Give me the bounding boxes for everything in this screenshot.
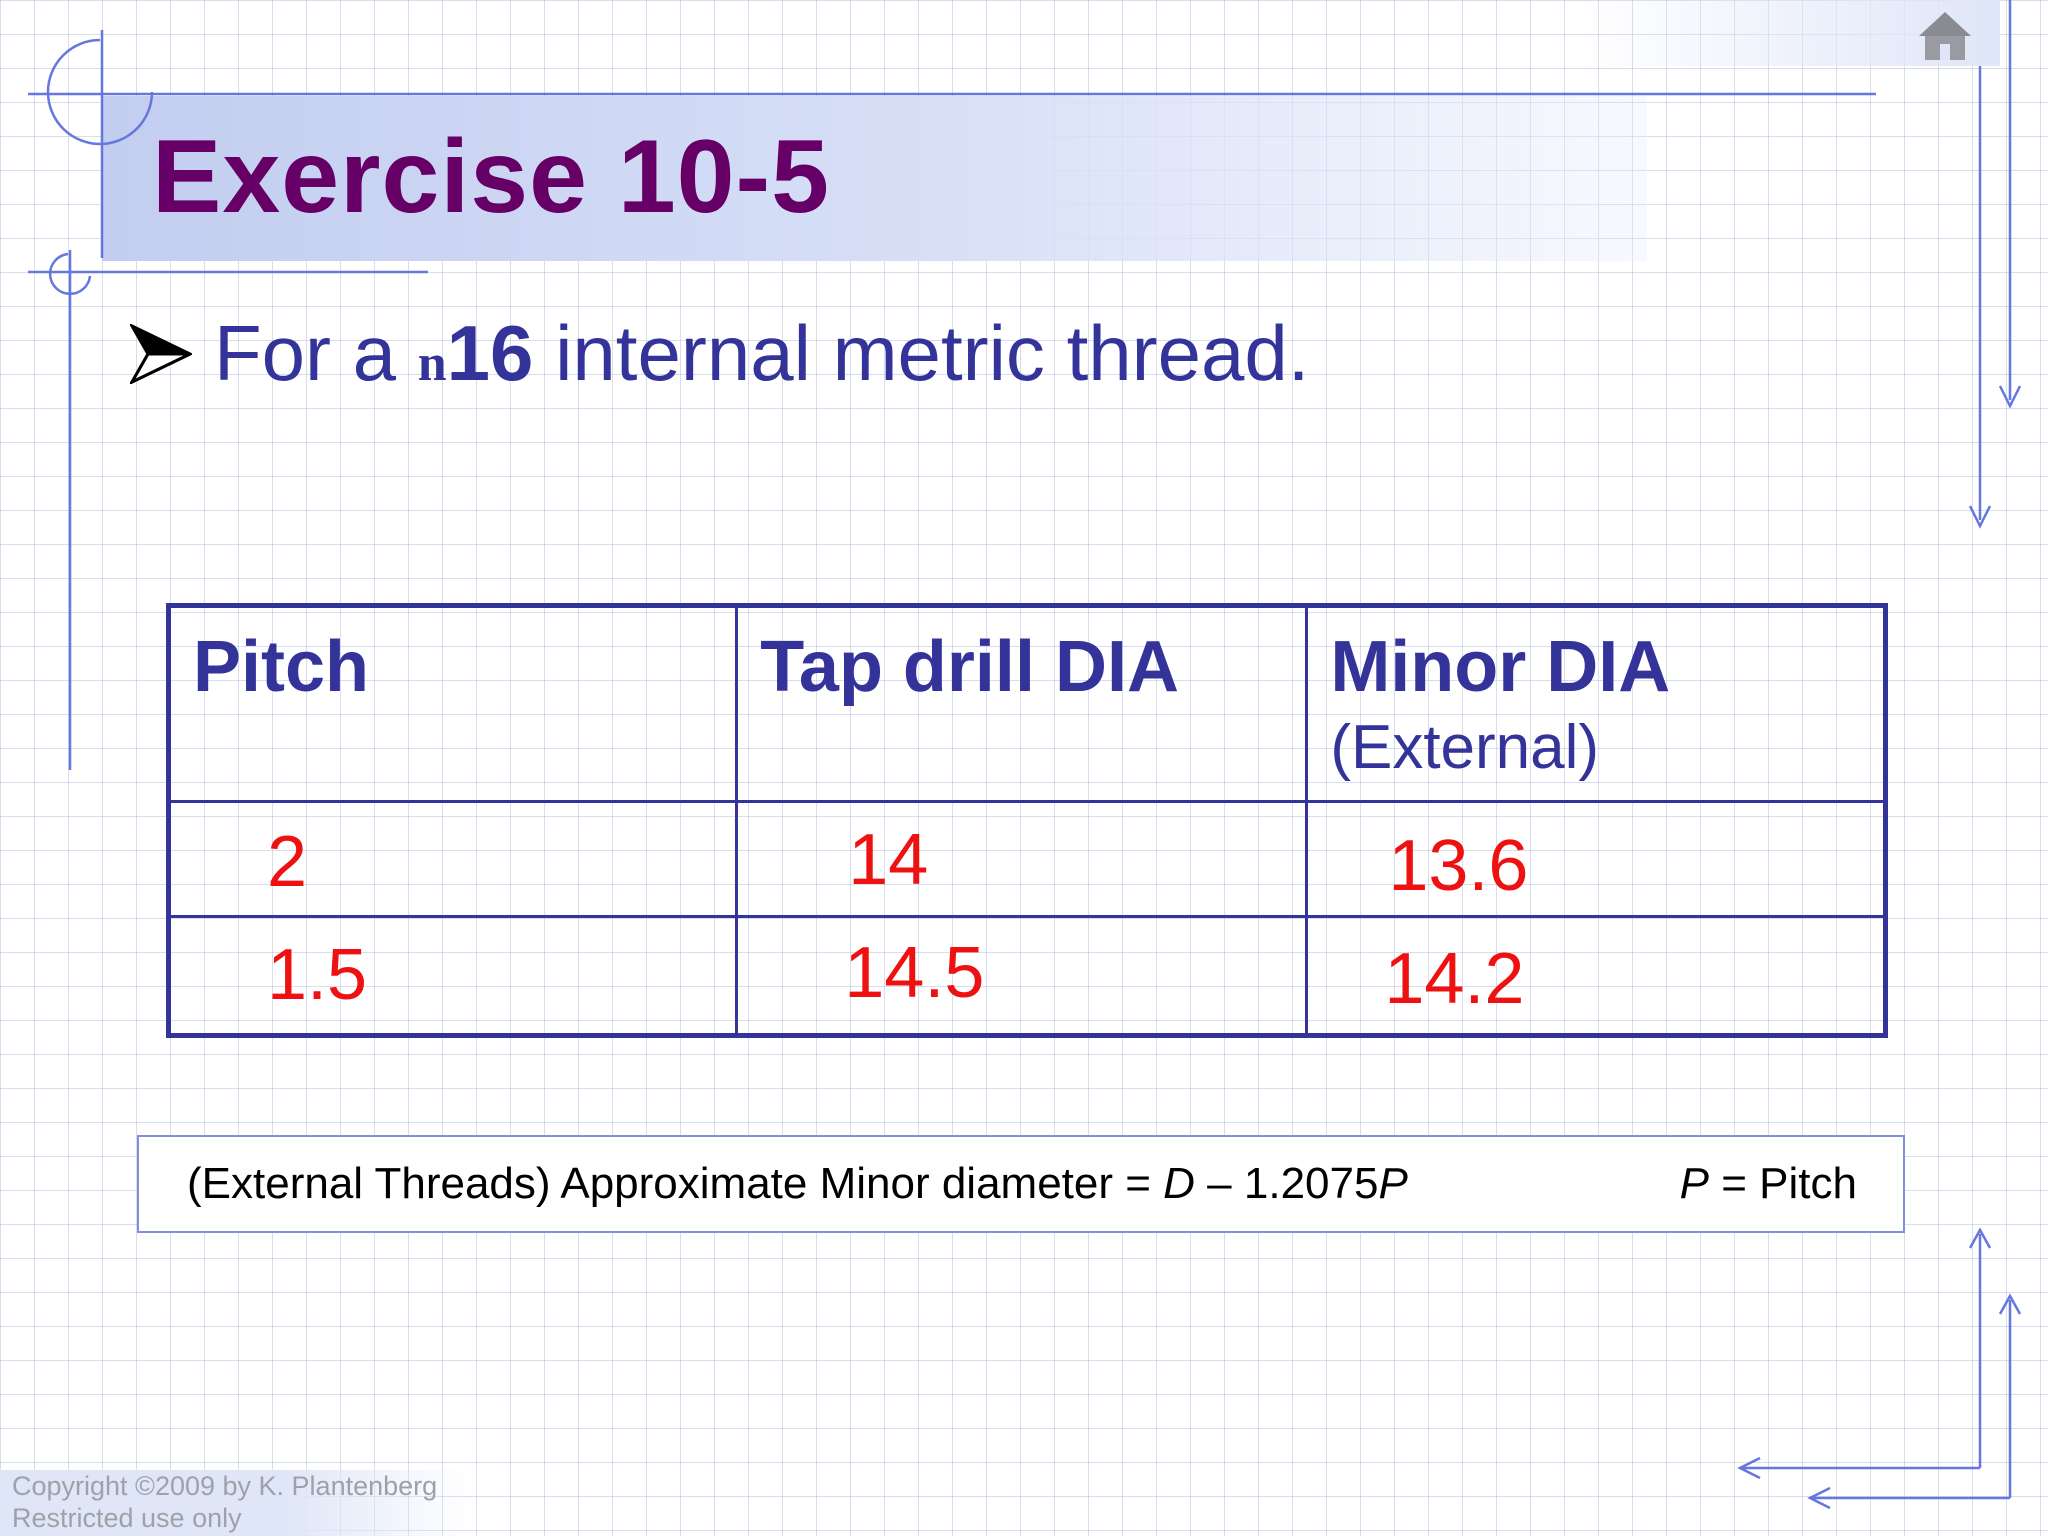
bullet-prefix: For a xyxy=(214,309,418,397)
footer-band xyxy=(0,1470,470,1536)
formula-box: (External Threads) Approximate Minor dia… xyxy=(137,1135,1905,1233)
home-icon[interactable] xyxy=(1917,8,1973,64)
slide-title: Exercise 10-5 xyxy=(152,119,830,235)
thread-table: Pitch Tap drill DIA Minor DIA (External) … xyxy=(166,603,1888,1038)
bullet-point: For a n16 internal metric thread. xyxy=(130,308,1309,399)
cell-tap-drill: 14.5 xyxy=(844,933,985,1013)
copyright-notice: Copyright ©2009 by K. Plantenberg Restri… xyxy=(12,1470,437,1534)
cell-minor-dia: 14.2 xyxy=(1384,939,1525,1019)
bullet-arrow-icon xyxy=(130,324,192,384)
header-minor-dia-sub: (External) xyxy=(1330,713,1600,782)
table-row: 2 14 13.6 xyxy=(166,800,1887,918)
title-band xyxy=(102,96,1647,261)
cell-pitch: 2 xyxy=(267,822,308,902)
thread-size: 16 xyxy=(446,309,534,397)
pitch-legend: P = Pitch xyxy=(1679,1159,1857,1208)
header-pitch: Pitch xyxy=(166,604,739,803)
cell-minor-dia: 13.6 xyxy=(1388,826,1529,906)
cell-tap-drill: 14 xyxy=(848,820,929,900)
header-minor-dia: Minor DIA (External) xyxy=(1305,604,1887,803)
cell-pitch: 1.5 xyxy=(267,935,368,1015)
diameter-symbol: n xyxy=(417,335,447,392)
table-row: 1.5 14.5 14.2 xyxy=(166,915,1887,1037)
header-tap-drill-dia: Tap drill DIA xyxy=(735,604,1309,803)
bullet-suffix: internal metric thread. xyxy=(533,309,1310,397)
copyright-line: Copyright ©2009 by K. Plantenberg xyxy=(12,1471,438,1501)
table-header-row: Pitch Tap drill DIA Minor DIA (External) xyxy=(166,604,1887,803)
minor-diameter-formula: (External Threads) Approximate Minor dia… xyxy=(187,1159,1408,1208)
restricted-line: Restricted use only xyxy=(12,1503,242,1533)
